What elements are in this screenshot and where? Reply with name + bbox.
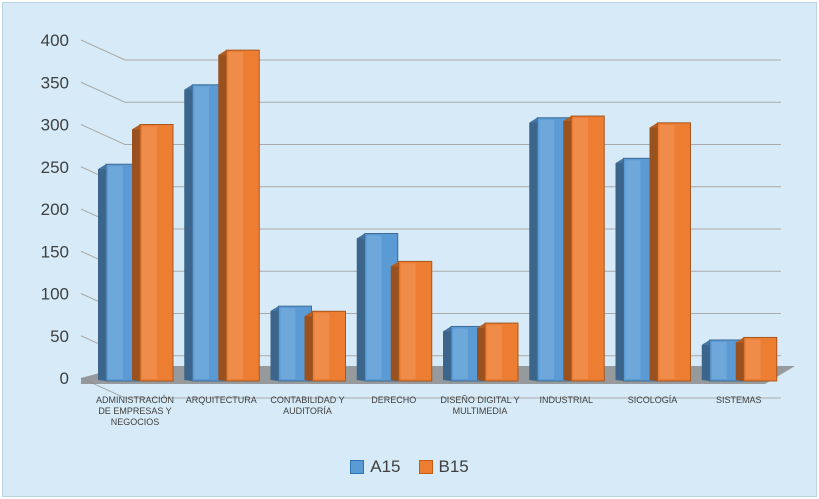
bar-side	[529, 117, 538, 382]
bar-front	[225, 49, 260, 382]
bar-highlight	[573, 118, 589, 380]
bar-highlight	[280, 308, 296, 379]
y-tick-label: 0	[60, 369, 69, 388]
legend-item-b15: B15	[418, 457, 469, 477]
bar-b15	[477, 322, 519, 382]
bar-highlight	[711, 341, 727, 379]
category-label: ARQUITECTURA	[186, 395, 257, 405]
category-label: DISEÑO DIGITAL Y MULTIMEDIA	[440, 395, 519, 416]
y-axis-ticks: 0 50 100 150 200 250 300 350 400	[41, 31, 69, 388]
bar-side	[98, 164, 106, 381]
y-tick-label: 150	[41, 242, 69, 261]
bar-side	[304, 311, 313, 381]
bar-side	[443, 326, 451, 381]
y-tick-label: 50	[50, 327, 69, 346]
bar-highlight	[539, 119, 555, 380]
bar-highlight	[400, 263, 416, 379]
bar-b15	[649, 122, 691, 382]
bar-a15	[356, 233, 399, 382]
legend-swatch-b15	[418, 460, 433, 474]
bar-front	[398, 260, 433, 382]
y-tick-label: 100	[41, 285, 69, 304]
bar-front	[139, 124, 174, 382]
y-tick-label: 300	[41, 116, 69, 135]
bar-highlight	[659, 124, 675, 379]
bar-side	[184, 84, 193, 381]
bar-highlight	[453, 328, 468, 379]
bar-highlight	[142, 126, 157, 379]
y-tick-label: 350	[41, 73, 69, 92]
bar-side	[390, 261, 399, 381]
bar-side	[270, 306, 279, 381]
bar-b15	[218, 49, 260, 382]
category-label: INDUSTRIAL	[539, 395, 593, 405]
category-labels: ADMINISTRACIÓN DE EMPRESAS Y NEGOCIOS ARQUI…	[96, 395, 762, 427]
bar-side	[477, 323, 485, 381]
bar-highlight	[487, 325, 502, 379]
category-label: ADMINISTRACIÓN DE EMPRESAS Y NEGOCIOS	[96, 395, 174, 427]
bar-side	[701, 339, 710, 381]
bar-highlight	[625, 160, 641, 379]
bars	[98, 49, 778, 382]
legend-label-b15: B15	[438, 457, 469, 476]
bar-b15	[390, 260, 433, 382]
bar-side	[563, 116, 572, 382]
bar-side	[132, 124, 140, 381]
bar-highlight	[194, 86, 210, 379]
category-label: SISTEMAS	[716, 395, 762, 405]
y-tick-label: 250	[41, 158, 69, 177]
category-label: SICOLOGÍA	[628, 395, 678, 405]
bar-b15	[132, 124, 174, 382]
category-label: DERECHO	[371, 395, 416, 405]
bar-side	[615, 158, 624, 381]
bar-b15	[563, 115, 605, 382]
bar-highlight	[745, 339, 761, 379]
bar-front	[570, 115, 605, 382]
bar-b15	[735, 336, 778, 382]
bar-highlight	[314, 313, 330, 379]
chart-plot: 0 50 100 150 200 250 300 350 400 ADMINISTRACIÓN D…	[41, 31, 795, 427]
bar-highlight	[228, 52, 244, 379]
legend: A15 B15	[3, 457, 816, 477]
gridline	[80, 377, 781, 399]
bar-b15	[304, 310, 346, 382]
bar-side	[356, 233, 365, 381]
bar-front	[743, 336, 778, 382]
legend-label-a15: A15	[370, 457, 401, 476]
bar-highlight	[366, 235, 382, 379]
bar-side	[735, 337, 744, 381]
bar-front	[484, 322, 519, 382]
category-label: CONTABILIDAD Y AUDITORÍA	[270, 395, 344, 416]
legend-swatch-a15	[350, 460, 365, 474]
gridline	[80, 39, 781, 61]
gridline	[80, 81, 781, 103]
bar-side	[218, 50, 227, 381]
y-tick-label: 400	[41, 31, 69, 50]
bar-front	[312, 310, 346, 382]
bar-side	[649, 122, 658, 381]
y-tick-label: 200	[41, 200, 69, 219]
bar-front	[657, 122, 691, 382]
bar-highlight	[108, 166, 123, 379]
legend-item-a15: A15	[350, 457, 401, 477]
